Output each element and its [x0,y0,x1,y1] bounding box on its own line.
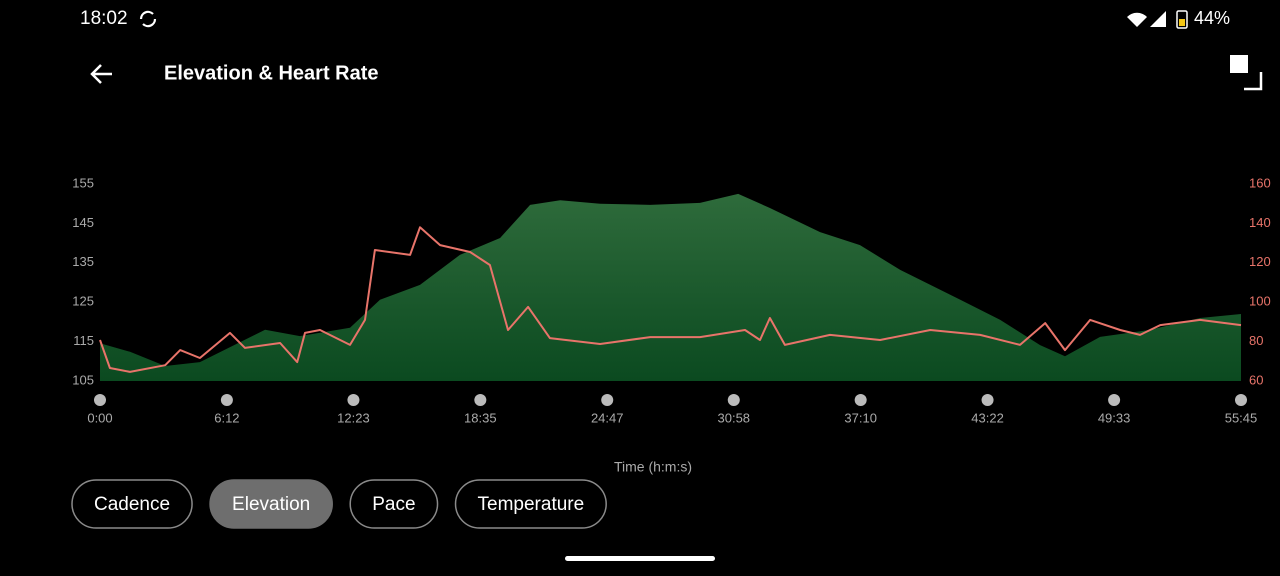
x-tick-label: 0:00 [87,410,112,425]
heart-rate-line [99,226,1242,373]
battery-level [1179,19,1185,26]
x-tick-dot [347,394,360,406]
y-tick-label: 145 [72,215,94,230]
chip-label: Pace [372,494,415,515]
y-tick-label: 125 [72,294,94,309]
wifi-icon [1127,12,1147,27]
x-tick-dot [601,394,614,406]
filter-chip[interactable]: Cadence [71,479,193,529]
y2-tick-label: 100 [1249,294,1271,309]
y2-tick-label: 120 [1249,254,1271,269]
x-tick-dot [474,394,487,406]
x-tick-label: 12:23 [337,410,370,425]
chip-background [209,479,333,529]
chip-label: Cadence [94,494,170,515]
sync-icon [139,10,157,28]
chip-label: Elevation [232,494,310,515]
x-tick-dot [854,394,867,406]
filter-chip[interactable]: Temperature [454,479,607,529]
x-axis-label: Time (h:m:s) [614,459,692,475]
chip-label: Temperature [478,494,585,515]
x-tick-label: 18:35 [464,410,497,425]
x-tick-dot [220,394,233,406]
back-button[interactable] [90,64,112,84]
y-tick-label: 135 [72,254,94,269]
x-tick-label: 30:58 [718,410,751,425]
x-tick-label: 43:22 [971,410,1004,425]
battery-text: 44% [1194,8,1230,28]
filter-chip[interactable]: Elevation [209,479,333,529]
x-tick-label: 24:47 [591,410,624,425]
status-time: 18:02 [80,8,128,29]
x-tick-dot [727,394,740,406]
y-tick-label: 115 [73,333,94,348]
chip-background [454,479,607,529]
y-tick-label: 105 [72,372,94,387]
fullscreen-button[interactable] [1230,55,1263,91]
x-tick-label: 55:45 [1225,410,1258,425]
filter-chip[interactable]: Pace [349,479,439,529]
x-tick-label: 6:12 [214,410,239,425]
screen-title: Elevation & Heart Rate [164,62,379,84]
home-indicator[interactable] [565,556,715,561]
signal-icon [1150,11,1166,27]
y2-tick-label: 160 [1249,175,1271,190]
y2-tick-label: 80 [1249,333,1263,348]
x-tick-label: 37:10 [844,410,877,425]
x-tick-dot [981,394,994,406]
x-tick-dot [94,394,106,406]
elevation-area [100,193,1241,381]
y2-tick-label: 140 [1249,215,1271,230]
y-tick-label: 155 [72,175,94,190]
y2-tick-label: 60 [1249,372,1263,387]
battery-icon [1176,10,1188,29]
x-tick-dot [1108,394,1121,406]
x-tick-dot [1235,394,1247,406]
chip-background [71,479,193,529]
x-tick-label: 49:33 [1098,410,1131,425]
chip-background [349,479,439,529]
